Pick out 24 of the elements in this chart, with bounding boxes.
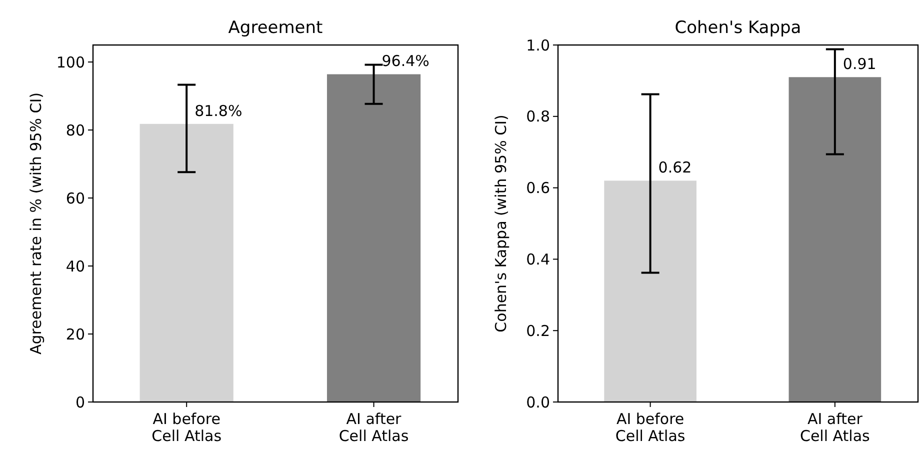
y-axis-title: Agreement rate in % (with 95% CI) (27, 92, 45, 355)
y-tick-label: 0.6 (526, 179, 550, 198)
y-tick-label: 1.0 (526, 36, 550, 54)
chart-title: Agreement (228, 18, 324, 38)
x-tick-label: AI after Cell Atlas (800, 410, 870, 445)
chart-title: Cohen's Kappa (674, 18, 802, 38)
y-tick-label: 0.2 (526, 322, 550, 340)
y-axis-title: Cohen's Kappa (with 95% CI) (492, 114, 510, 332)
x-tick-label: AI after Cell Atlas (338, 410, 409, 445)
data-label: 81.8% (194, 102, 242, 120)
y-tick-label: 0.4 (526, 250, 550, 268)
y-tick-label: 40 (66, 257, 85, 276)
x-tick-label: AI before Cell Atlas (615, 410, 686, 445)
y-tick-label: 0 (75, 393, 85, 412)
y-tick-label: 0.0 (526, 393, 550, 412)
y-tick-label: 100 (56, 53, 85, 72)
y-tick-label: 20 (66, 325, 85, 344)
data-label: 0.91 (842, 55, 876, 74)
data-label: 96.4% (382, 52, 430, 70)
y-tick-label: 80 (66, 121, 85, 140)
x-tick-label: AI before Cell Atlas (152, 410, 222, 445)
y-tick-label: 0.8 (526, 108, 550, 126)
y-tick-label: 60 (66, 189, 85, 208)
data-label: 0.62 (658, 158, 692, 177)
